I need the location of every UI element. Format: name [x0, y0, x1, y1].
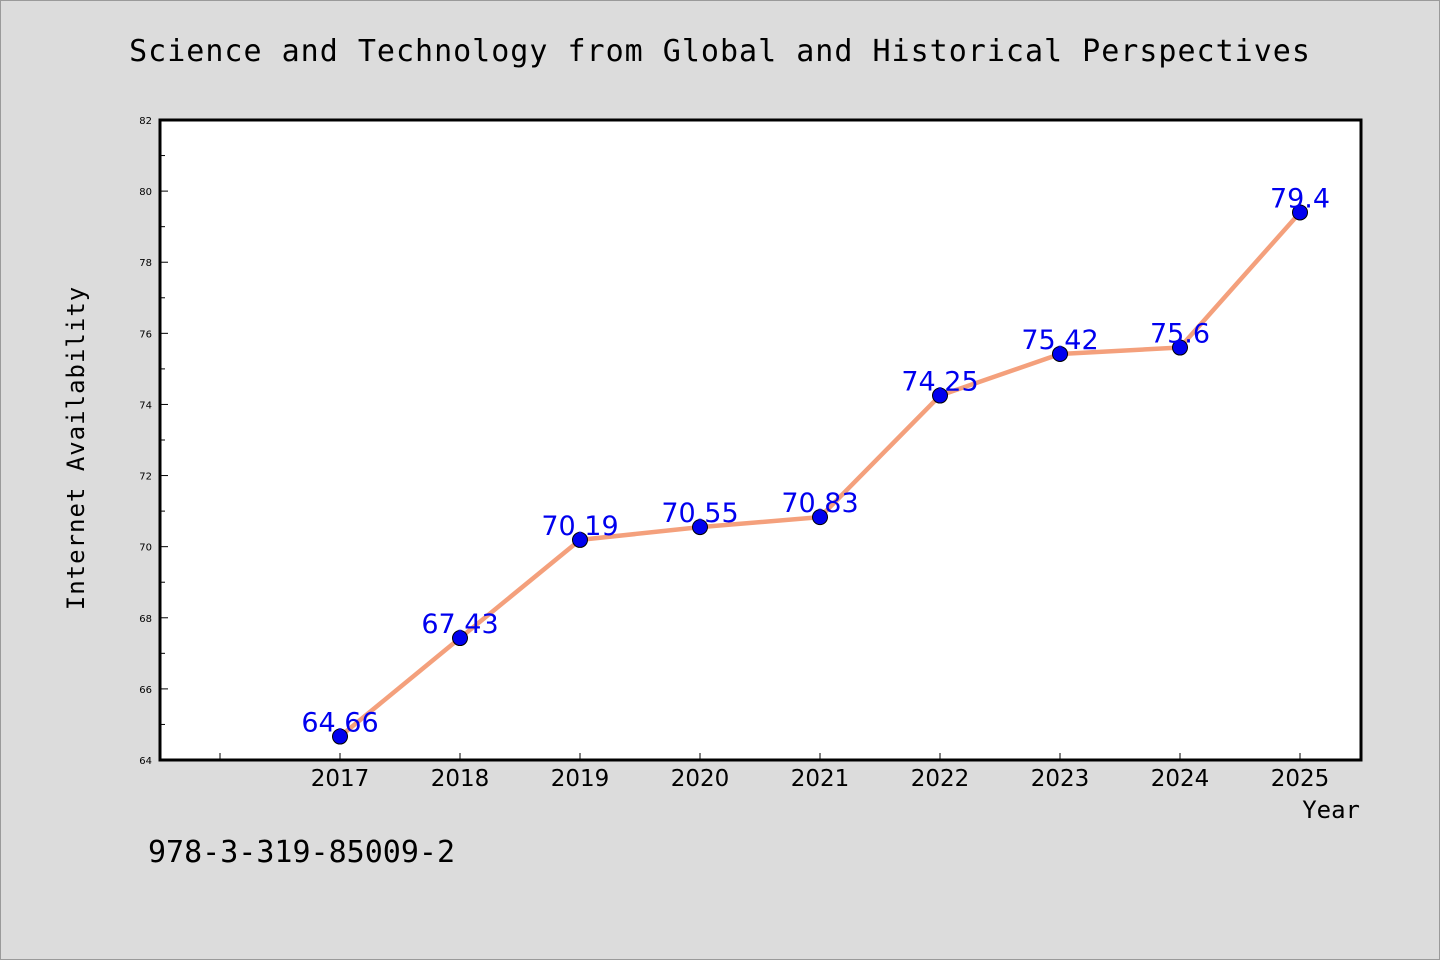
x-tick-label: 2019: [551, 766, 610, 792]
x-tick-label: 2022: [911, 766, 970, 792]
x-tick-label: 2020: [671, 766, 730, 792]
y-tick-label: 78: [139, 258, 152, 269]
y-tick-label: 72: [139, 472, 152, 483]
y-tick-label: 74: [139, 400, 152, 411]
data-label: 70.19: [541, 511, 618, 542]
y-tick-label: 68: [139, 614, 152, 625]
x-tick-label: 2024: [1151, 766, 1210, 792]
x-tick-label: 2021: [791, 766, 850, 792]
x-tick-label: 2023: [1031, 766, 1090, 792]
y-tick-label: 70: [139, 543, 152, 554]
chart-title: Science and Technology from Global and H…: [129, 34, 1311, 69]
data-point: [812, 509, 828, 526]
data-point: [1172, 339, 1188, 356]
data-point: [1292, 204, 1308, 221]
y-tick-label: 64: [139, 756, 152, 767]
plot-area: [158, 118, 1363, 762]
data-point: [932, 387, 948, 404]
series-markers: [332, 204, 1308, 745]
data-labels: 64.66 67.43 70.19 70.55 70.83 74.25 75.42 75.6 7…: [301, 183, 1330, 738]
data-label: 70.83: [781, 488, 858, 519]
data-label: 75.6: [1150, 319, 1210, 350]
isbn-text: 978-3-319-85009-2: [148, 835, 456, 870]
data-label: 79.4: [1270, 183, 1330, 214]
data-label: 64.66: [301, 708, 378, 739]
x-tick-label: 2025: [1271, 766, 1330, 792]
y-tick-label: 66: [139, 685, 152, 696]
data-label: 75.42: [1021, 325, 1098, 356]
data-label: 70.55: [661, 498, 738, 529]
axes: 64 66 68 70 72 74 76 78 80 82 2017 2018 2019 2020 2021…: [139, 116, 1363, 792]
data-label: 74.25: [901, 367, 978, 398]
data-point: [452, 630, 468, 647]
x-tick-label: 2018: [431, 766, 490, 792]
data-point: [1052, 345, 1068, 362]
y-tick-label: 76: [139, 329, 152, 340]
x-tick-label: 2017: [311, 766, 370, 792]
x-axis-label: Year: [1302, 796, 1360, 824]
data-point: [692, 519, 708, 536]
data-point: [572, 531, 588, 548]
data-point: [332, 728, 348, 745]
y-tick-label: 80: [139, 187, 152, 198]
data-label: 67.43: [421, 609, 498, 640]
y-tick-label: 82: [139, 116, 152, 127]
